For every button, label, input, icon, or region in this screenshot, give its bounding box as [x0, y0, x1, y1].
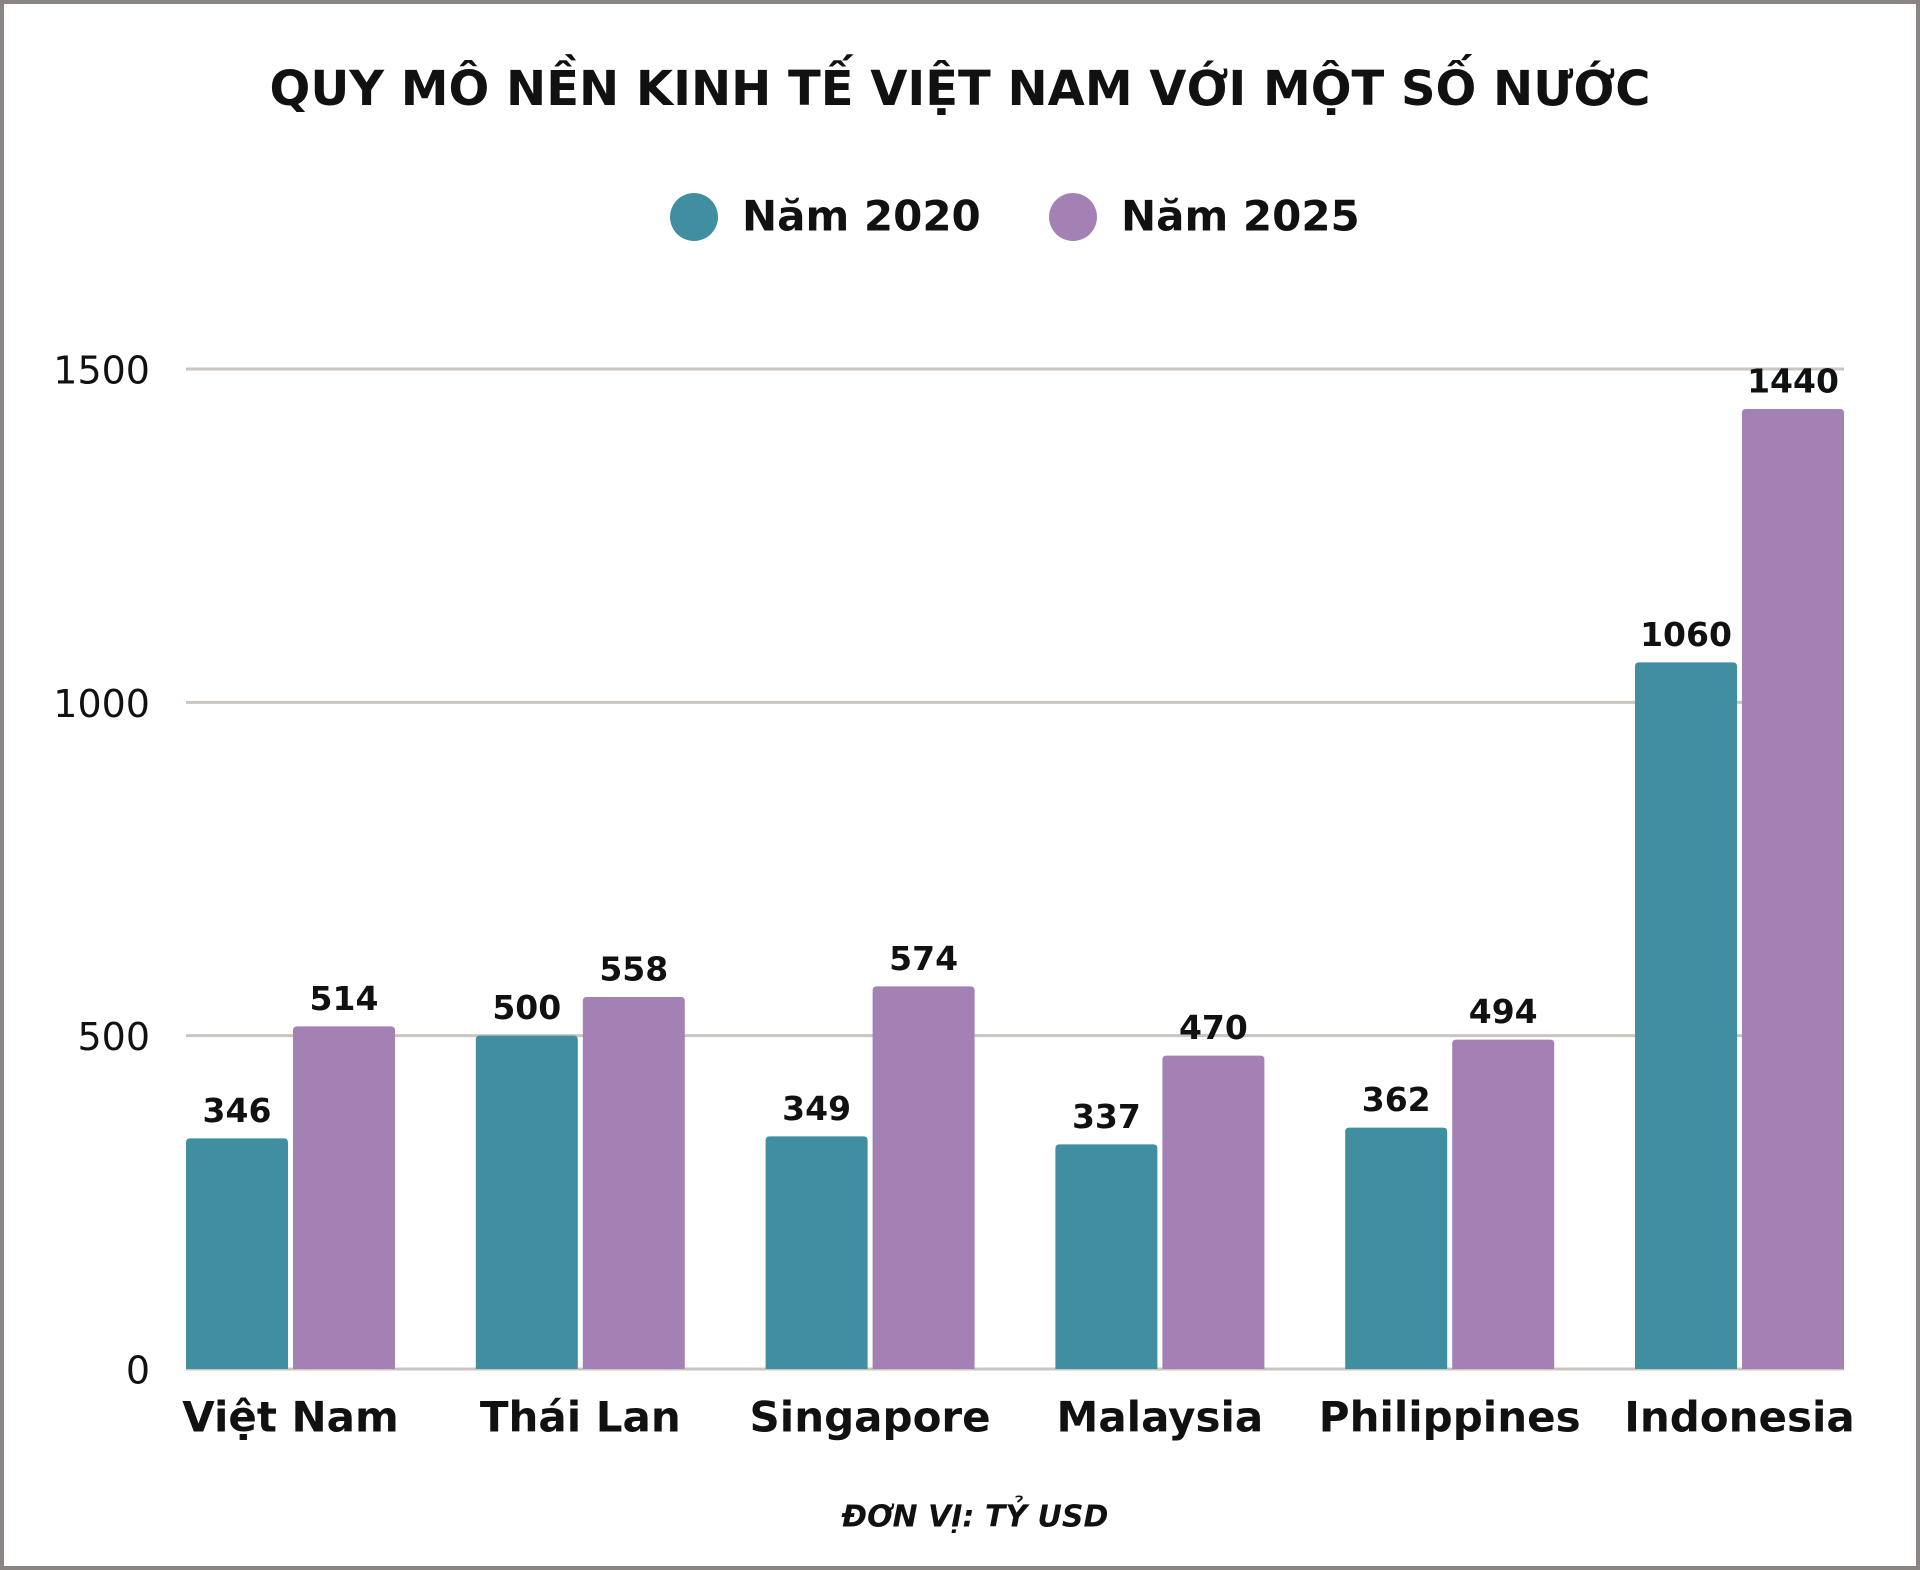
bar: [582, 997, 685, 1369]
bar: [872, 986, 975, 1369]
bar: [293, 1026, 395, 1369]
chart-title: QUY MÔ NỀN KINH TẾ VIỆT NAM VỚI MỘT SỐ N…: [270, 54, 1651, 117]
value-label: 337: [1072, 1097, 1141, 1136]
legend-label: Năm 2025: [1121, 192, 1360, 241]
bar: [1742, 409, 1844, 1369]
x-tick-label: Indonesia: [1624, 1393, 1855, 1442]
bar: [1055, 1144, 1158, 1369]
bar: [1635, 662, 1737, 1369]
y-tick-label: 1500: [53, 349, 150, 393]
y-tick-label: 500: [77, 1015, 150, 1059]
value-label: 574: [889, 939, 958, 978]
y-tick-label: 0: [126, 1349, 150, 1393]
unit-note: ĐƠN VỊ: TỶ USD: [841, 1496, 1109, 1535]
legend-marker: [670, 193, 718, 241]
value-label: 494: [1469, 992, 1538, 1031]
x-tick-label: Philippines: [1319, 1393, 1581, 1442]
y-tick-label: 1000: [53, 682, 150, 726]
bar: [1162, 1055, 1265, 1369]
bar: [1452, 1039, 1555, 1369]
bar: [1345, 1127, 1448, 1369]
x-tick-label: Việt Nam: [182, 1393, 399, 1442]
value-label: 346: [203, 1091, 272, 1130]
value-label: 362: [1362, 1080, 1431, 1119]
x-tick-label: Malaysia: [1057, 1393, 1264, 1442]
value-label: 349: [782, 1089, 851, 1128]
value-label: 558: [599, 950, 668, 989]
value-label: 470: [1179, 1008, 1248, 1047]
legend-label: Năm 2020: [742, 192, 981, 241]
bar: [186, 1138, 288, 1369]
value-label: 500: [492, 988, 561, 1027]
x-tick-label: Singapore: [750, 1393, 991, 1442]
bar: [475, 1035, 578, 1369]
legend-marker: [1049, 193, 1097, 241]
x-tick-label: Thái Lan: [480, 1393, 681, 1442]
value-label: 1440: [1747, 362, 1839, 401]
value-label: 514: [310, 979, 379, 1018]
value-label: 1060: [1640, 615, 1732, 654]
bar: [765, 1136, 868, 1369]
